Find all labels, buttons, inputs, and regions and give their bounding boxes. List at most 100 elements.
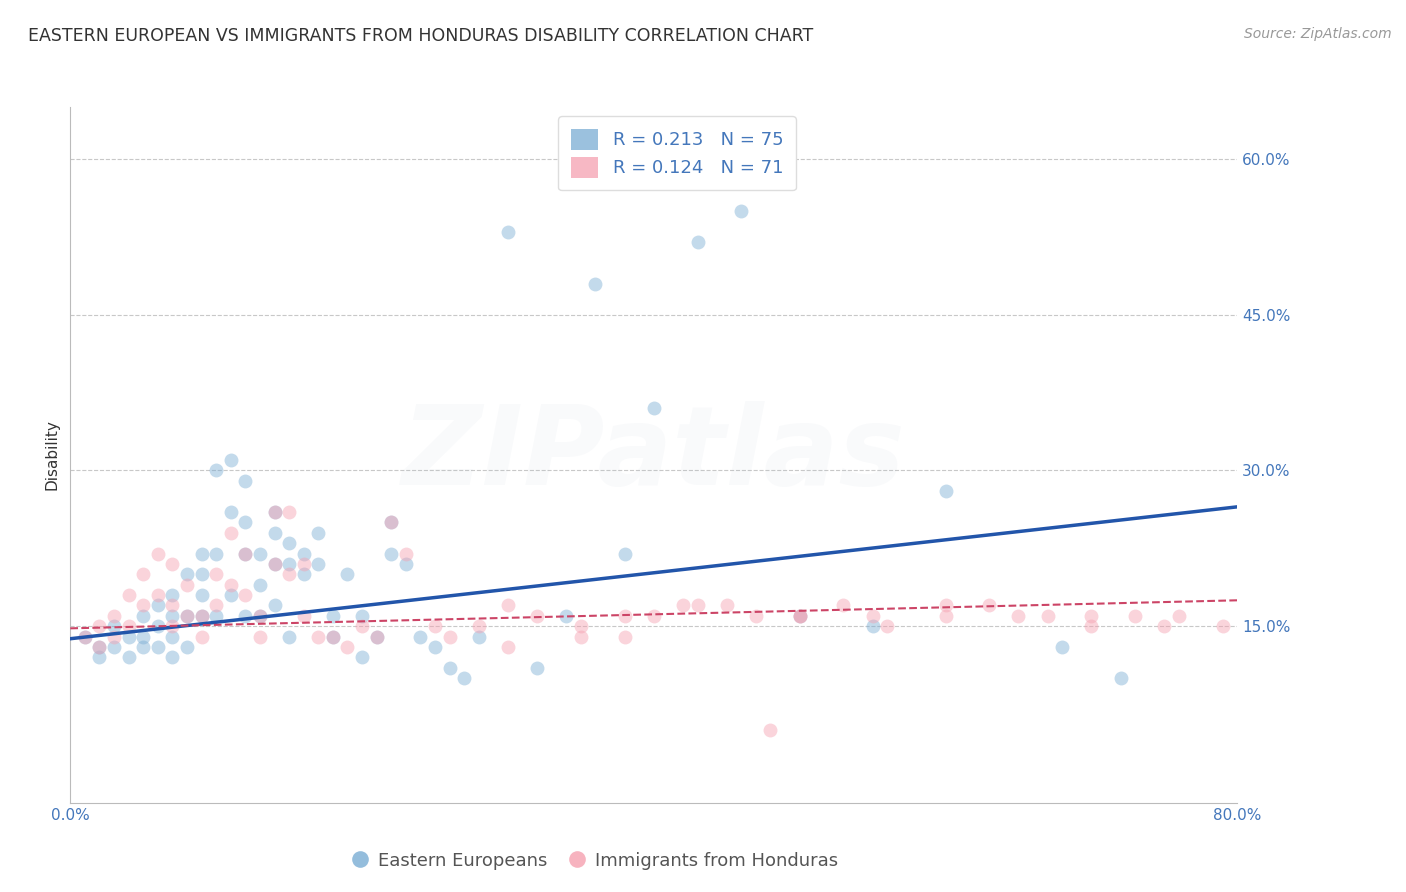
Point <box>380 516 402 530</box>
Point <box>322 630 344 644</box>
Point <box>745 608 768 623</box>
Point <box>176 640 198 654</box>
Point <box>176 578 198 592</box>
Point <box>569 619 592 633</box>
Point <box>292 557 315 571</box>
Point <box>146 547 169 561</box>
Point <box>233 547 256 561</box>
Point <box>89 619 111 633</box>
Point <box>118 588 141 602</box>
Point <box>292 567 315 582</box>
Point <box>409 630 432 644</box>
Point <box>643 608 665 623</box>
Point <box>453 671 475 685</box>
Point <box>249 608 271 623</box>
Point <box>789 608 811 623</box>
Text: EASTERN EUROPEAN VS IMMIGRANTS FROM HONDURAS DISABILITY CORRELATION CHART: EASTERN EUROPEAN VS IMMIGRANTS FROM HOND… <box>28 27 813 45</box>
Point <box>934 608 956 623</box>
Point <box>1212 619 1234 633</box>
Point <box>89 640 111 654</box>
Text: ZIPatlas: ZIPatlas <box>402 401 905 508</box>
Point <box>263 557 285 571</box>
Point <box>613 608 636 623</box>
Point <box>336 640 359 654</box>
Point <box>322 608 344 623</box>
Point <box>190 567 212 582</box>
Point <box>730 203 752 218</box>
Point <box>862 608 884 623</box>
Point <box>862 619 884 633</box>
Point <box>395 547 418 561</box>
Point <box>233 474 256 488</box>
Point <box>118 650 141 665</box>
Point <box>205 547 228 561</box>
Point <box>249 630 271 644</box>
Point <box>716 599 738 613</box>
Point <box>672 599 695 613</box>
Point <box>176 608 198 623</box>
Point <box>380 516 402 530</box>
Text: Source: ZipAtlas.com: Source: ZipAtlas.com <box>1244 27 1392 41</box>
Point <box>162 619 184 633</box>
Point <box>526 608 548 623</box>
Point <box>555 608 578 623</box>
Point <box>278 536 301 550</box>
Point <box>1167 608 1189 623</box>
Point <box>526 661 548 675</box>
Point <box>205 567 228 582</box>
Point <box>439 630 461 644</box>
Point <box>233 547 256 561</box>
Point <box>979 599 1001 613</box>
Point <box>146 599 169 613</box>
Point <box>613 630 636 644</box>
Point <box>190 608 212 623</box>
Point <box>233 588 256 602</box>
Point <box>423 619 446 633</box>
Point <box>219 578 242 592</box>
Point <box>395 557 418 571</box>
Point <box>249 547 271 561</box>
Point <box>336 567 359 582</box>
Point <box>468 630 491 644</box>
Point <box>162 630 184 644</box>
Y-axis label: Disability: Disability <box>44 419 59 491</box>
Point <box>162 588 184 602</box>
Point <box>307 630 329 644</box>
Point <box>759 723 782 738</box>
Point <box>1080 608 1102 623</box>
Point <box>278 557 301 571</box>
Point <box>569 630 592 644</box>
Point <box>103 608 125 623</box>
Point <box>322 630 344 644</box>
Point <box>103 619 125 633</box>
Point <box>132 630 155 644</box>
Legend: Eastern Europeans, Immigrants from Honduras: Eastern Europeans, Immigrants from Hondu… <box>346 845 845 877</box>
Point <box>176 567 198 582</box>
Point <box>103 630 125 644</box>
Point <box>307 557 329 571</box>
Point <box>263 557 285 571</box>
Point <box>190 547 212 561</box>
Point <box>686 235 709 249</box>
Point <box>162 557 184 571</box>
Point <box>263 505 285 519</box>
Point <box>468 619 491 633</box>
Point <box>1007 608 1029 623</box>
Point <box>263 505 285 519</box>
Point <box>1153 619 1175 633</box>
Point <box>585 277 607 291</box>
Point <box>132 567 155 582</box>
Point <box>366 630 388 644</box>
Point <box>496 599 519 613</box>
Point <box>496 640 519 654</box>
Point <box>219 505 242 519</box>
Point <box>423 640 446 654</box>
Point <box>176 608 198 623</box>
Point <box>292 547 315 561</box>
Point <box>876 619 898 633</box>
Point <box>89 650 111 665</box>
Point <box>205 463 228 477</box>
Point <box>162 608 184 623</box>
Point <box>190 588 212 602</box>
Point <box>132 640 155 654</box>
